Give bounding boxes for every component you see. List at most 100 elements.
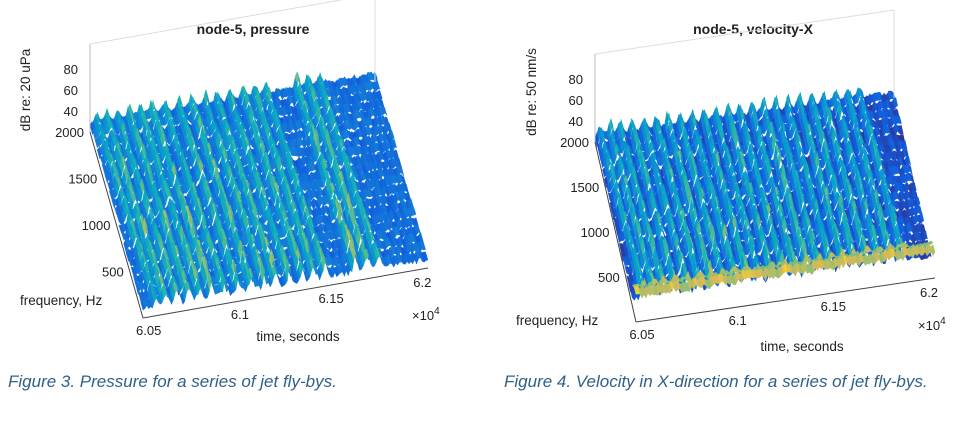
surface-patch — [399, 235, 405, 248]
surface-patch — [244, 271, 250, 287]
surface-patch — [391, 158, 397, 169]
surface-patch — [244, 208, 250, 218]
surface-patch — [662, 138, 667, 149]
surface-patch — [316, 98, 322, 109]
surface-patch — [670, 130, 675, 146]
surface-patch — [225, 134, 231, 151]
surface-patch — [374, 245, 379, 262]
surface-patch — [299, 92, 305, 107]
surface-patch — [378, 166, 384, 179]
surface-patch — [280, 258, 286, 275]
surface-patch — [288, 202, 294, 219]
surface-patch — [160, 104, 165, 118]
surface-patch — [357, 110, 363, 121]
surface-patch — [885, 108, 890, 118]
surface-patch — [717, 134, 723, 153]
surface-patch — [630, 155, 635, 168]
surface-patch — [646, 130, 651, 146]
surface-patch — [369, 143, 375, 154]
surface-patch — [376, 97, 382, 109]
surface-patch — [321, 203, 326, 218]
surface-patch — [372, 125, 377, 136]
surface-patch — [256, 278, 261, 290]
surface-patch — [139, 280, 145, 293]
surface-patch — [200, 117, 206, 129]
surface-patch — [263, 273, 269, 285]
surface-patch — [402, 183, 408, 192]
surface-patch — [221, 236, 227, 251]
surface-patch — [309, 107, 315, 119]
surface-patch — [295, 119, 300, 131]
surface-patch — [277, 274, 282, 288]
surface-patch — [325, 79, 331, 90]
surface-patch — [228, 238, 234, 249]
surface-patch — [290, 198, 296, 213]
surface-patch — [367, 179, 373, 190]
surface-patch — [332, 104, 338, 117]
surface-patch — [301, 135, 307, 150]
surface-patch — [130, 191, 136, 204]
surface-patch — [796, 95, 801, 111]
surface-patch — [188, 166, 194, 179]
surface-patch — [397, 164, 403, 174]
surface-patch — [150, 275, 156, 287]
surface-patch — [318, 131, 324, 143]
surface-patch — [401, 200, 407, 209]
surface-patch — [658, 156, 663, 166]
surface-patch — [271, 264, 277, 277]
surface-patch — [620, 139, 625, 154]
surface-patch — [307, 205, 313, 216]
surface-patch — [346, 163, 351, 184]
surface-patch — [331, 257, 337, 266]
surface-patch — [337, 264, 343, 274]
surface-patch — [279, 212, 285, 231]
surface-patch — [239, 279, 245, 289]
surface-patch — [367, 144, 373, 157]
surface-patch — [158, 274, 164, 286]
surface-patch — [143, 287, 149, 303]
surface-patch — [365, 117, 371, 127]
surface-patch — [379, 150, 385, 160]
surface-patch — [190, 135, 196, 147]
surface-patch — [205, 126, 211, 137]
surface-patch — [329, 106, 335, 117]
surface-patch — [300, 233, 306, 251]
surface-patch — [183, 182, 189, 194]
surface-patch — [270, 144, 275, 162]
surface-patch — [231, 139, 237, 150]
surface-patch — [319, 222, 326, 233]
surface-patch — [680, 116, 685, 133]
surface-patch — [211, 239, 217, 251]
surface-patch — [819, 106, 825, 120]
surface-patch — [293, 76, 298, 96]
surface-patch — [774, 96, 779, 108]
surface-patch — [273, 212, 279, 222]
surface-patch — [297, 128, 303, 142]
surface-patch — [767, 123, 773, 135]
surface-patch — [274, 117, 279, 130]
surface-patch — [375, 80, 381, 90]
surface-patch — [385, 150, 390, 162]
surface-patch — [287, 94, 293, 104]
surface-patch — [358, 90, 364, 103]
surface-patch — [726, 102, 731, 117]
surface-patch — [267, 257, 272, 276]
surface-patch — [233, 219, 239, 231]
surface-patch — [334, 265, 339, 278]
surface-patch — [339, 201, 344, 223]
surface-patch — [167, 177, 173, 188]
surface-patch — [712, 122, 717, 137]
surface-patch — [339, 130, 345, 142]
surface-patch — [411, 251, 417, 265]
surface-patch — [121, 230, 126, 241]
surface-patch — [654, 139, 659, 153]
surface-patch — [214, 160, 220, 169]
surface-patch — [204, 207, 209, 219]
surface-patch — [140, 253, 146, 272]
surface-patch — [409, 241, 415, 255]
surface-patch — [358, 127, 364, 139]
surface-patch — [185, 112, 191, 123]
surface-patch — [258, 273, 263, 291]
surface-patch — [300, 181, 306, 192]
z-tick-label: 60 — [64, 83, 78, 98]
